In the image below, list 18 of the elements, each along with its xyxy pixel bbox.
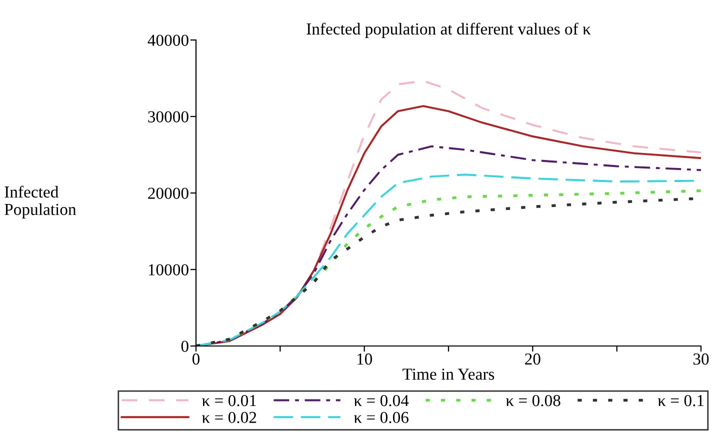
y-tick-label: 40000 bbox=[148, 34, 188, 46]
y-tick-label: 10000 bbox=[148, 264, 188, 276]
legend-label: κ = 0.06 bbox=[354, 412, 408, 424]
legend-label: κ = 0.01 bbox=[202, 394, 256, 406]
x-axis-title: Time in Years bbox=[402, 368, 494, 380]
y-tick-label: 30000 bbox=[148, 111, 188, 122]
x-tick-label: 10 bbox=[357, 353, 372, 365]
x-tick-label: 0 bbox=[192, 353, 200, 365]
y-tick-label: 0 bbox=[181, 340, 188, 352]
y-tick-label: 20000 bbox=[148, 188, 188, 199]
x-tick-label: 20 bbox=[525, 353, 540, 365]
legend-label: κ = 0.1 bbox=[658, 394, 704, 406]
chart-title: Infected population at different values of κ bbox=[306, 22, 591, 38]
legend-label: κ = 0.02 bbox=[202, 412, 256, 424]
x-tick-label: 30 bbox=[693, 353, 709, 365]
y-axis-title: Infected Population bbox=[4, 186, 76, 218]
legend-label: κ = 0.08 bbox=[506, 394, 560, 406]
legend-label: κ = 0.04 bbox=[354, 394, 409, 406]
